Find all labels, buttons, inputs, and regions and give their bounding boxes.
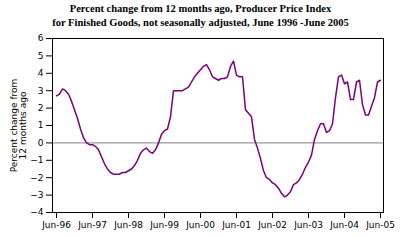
svg-text:Percent change from12 months a: Percent change from12 months ago: [9, 79, 28, 173]
svg-text:−1: −1: [30, 155, 43, 165]
svg-text:Jun-00: Jun-00: [185, 220, 215, 230]
svg-text:Jun-99: Jun-99: [149, 220, 179, 230]
svg-text:Jun-02: Jun-02: [257, 220, 287, 230]
svg-text:Jun-05: Jun-05: [365, 220, 395, 230]
svg-text:−2: −2: [30, 173, 43, 183]
html-text:Percent change from 12 months: Percent change from 12 months ago, Produ…: [69, 3, 332, 14]
html-text:for Finished Goods, not season: for Finished Goods, not seasonally adjus…: [52, 17, 349, 28]
svg-text:−4: −4: [30, 207, 44, 217]
svg-text:Jun-97: Jun-97: [77, 220, 107, 230]
svg-text:−3: −3: [30, 190, 43, 200]
svg-text:4: 4: [38, 68, 44, 78]
svg-text:Jun-96: Jun-96: [41, 220, 71, 230]
svg-text:0: 0: [38, 138, 44, 148]
svg-text:1: 1: [38, 120, 44, 130]
svg-text:5: 5: [38, 51, 44, 61]
svg-text:Jun-04: Jun-04: [329, 220, 359, 230]
svg-text:Jun-01: Jun-01: [221, 220, 251, 230]
svg-text:6: 6: [38, 33, 44, 43]
svg-text:Jun-98: Jun-98: [113, 220, 143, 230]
svg-text:2: 2: [38, 103, 44, 113]
svg-text:3: 3: [38, 86, 44, 96]
svg-text:Jun-03: Jun-03: [293, 220, 323, 230]
